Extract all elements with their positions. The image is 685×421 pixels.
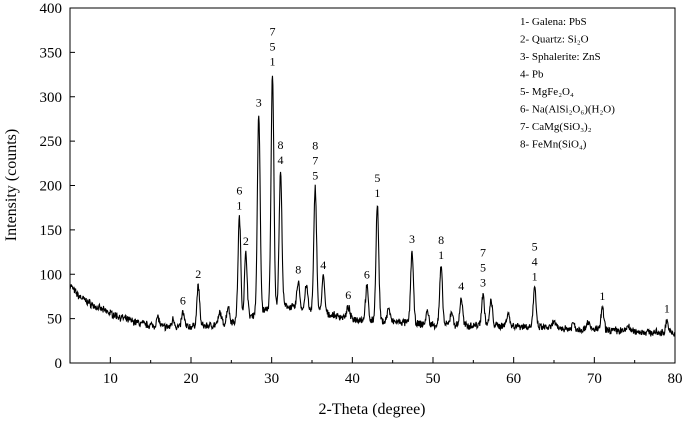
x-tick-label: 30	[264, 371, 279, 387]
peak-label: 5	[480, 261, 486, 275]
legend: 1- Galena: PbS 2- Quartz: Si₂O 3- Sphaleri…	[520, 16, 615, 151]
legend-entry: 7- CaMg(SiO₃)₂	[520, 121, 592, 133]
peak-label: 2	[243, 234, 249, 248]
x-tick-label: 10	[103, 371, 118, 387]
peak-label: 8	[438, 233, 444, 247]
diffraction-trace	[69, 75, 676, 337]
peak-label: 4	[458, 279, 464, 293]
peak-label: 3	[480, 276, 486, 290]
peak-label: 1	[664, 301, 670, 315]
legend-entry: 6- Na(AlSi₂O₆)(H₂O)	[520, 104, 615, 116]
legend-entry: 3- Sphalerite: ZnS	[520, 51, 601, 63]
peak-label: 6	[236, 183, 242, 197]
legend-entry: 8- FeMn(SiO₄)	[520, 139, 587, 151]
peak-label: 2	[195, 267, 201, 281]
peak-label: 6	[364, 268, 370, 282]
y-tick-label: 100	[40, 267, 63, 283]
peak-label: 3	[256, 96, 262, 110]
legend-entry: 5- MgFe₂O₄	[520, 86, 574, 98]
peak-label: 5	[269, 40, 275, 54]
legend-entry: 1- Galena: PbS	[520, 16, 587, 28]
y-tick-label: 400	[40, 1, 63, 17]
peak-label: 7	[480, 246, 486, 260]
peak-label: 4	[320, 258, 326, 272]
x-tick-label: 40	[345, 371, 360, 387]
x-tick-label: 60	[506, 371, 521, 387]
peak-label: 7	[269, 25, 275, 39]
x-tick-label: 50	[426, 371, 441, 387]
peak-label: 4	[532, 254, 538, 268]
peak-label: 6	[180, 293, 186, 307]
x-axis-ticks: 10 20 30 40 50 60 70 80	[69, 357, 683, 387]
y-tick-label: 300	[40, 90, 63, 106]
peak-label: 1	[236, 198, 242, 212]
x-axis-title: 2-Theta (degree)	[318, 401, 425, 418]
peak-label: 3	[409, 232, 415, 246]
x-tick-label: 80	[668, 371, 683, 387]
legend-entry: 2- Quartz: Si₂O	[520, 34, 589, 46]
y-tick-label: 0	[55, 356, 63, 372]
peak-label: 1	[438, 248, 444, 262]
y-tick-label: 250	[40, 134, 63, 150]
peak-label: 1	[269, 55, 275, 69]
peak-label: 6	[345, 288, 351, 302]
legend-entry: 4- Pb	[520, 69, 544, 81]
y-tick-label: 200	[40, 179, 63, 195]
peak-label: 1	[374, 186, 380, 200]
peak-label: 5	[532, 239, 538, 253]
peak-label: 1	[599, 289, 605, 303]
y-axis-title: Intensity (counts)	[3, 129, 20, 241]
peak-label: 4	[278, 153, 284, 167]
peak-label: 8	[295, 262, 301, 276]
peak-label: 1	[532, 269, 538, 283]
x-tick-label: 70	[587, 371, 602, 387]
peak-label: 7	[312, 153, 318, 167]
y-tick-label: 150	[40, 223, 63, 239]
peak-label: 5	[374, 171, 380, 185]
y-axis-ticks: 0 50 100 150 200 250 300 350 400	[40, 1, 75, 372]
y-tick-label: 50	[47, 312, 62, 328]
peak-label: 8	[312, 138, 318, 152]
x-tick-label: 20	[184, 371, 199, 387]
y-tick-label: 350	[40, 45, 63, 61]
peak-label: 5	[312, 168, 318, 182]
peak-label: 8	[278, 138, 284, 152]
